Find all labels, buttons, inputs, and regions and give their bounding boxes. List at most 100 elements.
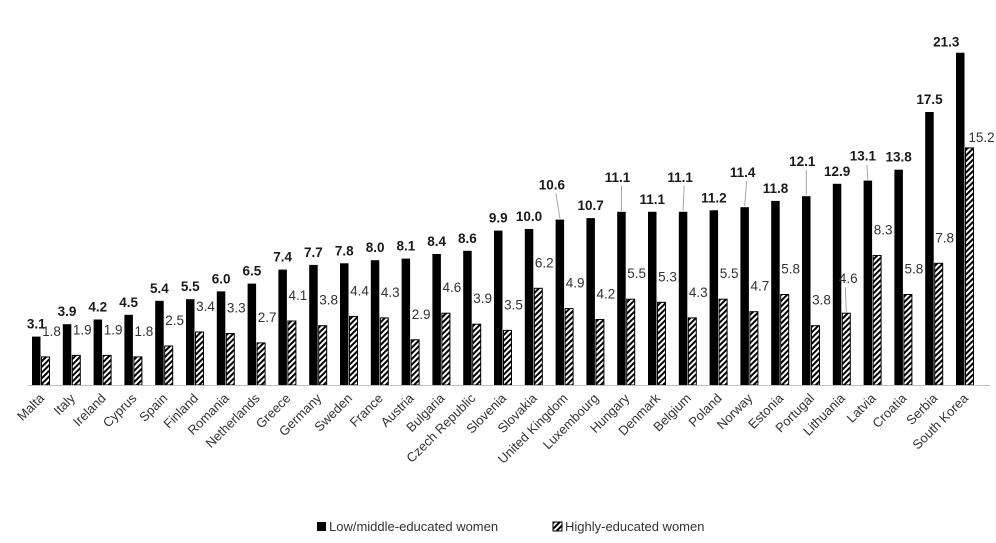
bar-high-greece: [287, 320, 297, 386]
value-label-high: 5.8: [905, 262, 924, 277]
bar-high-germany: [318, 325, 328, 386]
bar-low-italy: [62, 324, 72, 385]
bar-high-slovakia: [533, 287, 543, 386]
value-label-low: 11.1: [640, 192, 666, 207]
leader-line: [844, 287, 847, 313]
bar-low-estonia: [771, 200, 780, 385]
value-label-low: 12.9: [824, 164, 850, 179]
value-label-low: 5.5: [181, 279, 200, 294]
bar-high-norway: [749, 311, 759, 386]
value-label-high: 3.3: [227, 301, 246, 316]
value-label-high: 5.5: [627, 266, 646, 281]
bar-high-croatia: [903, 294, 913, 386]
value-label-high: 1.9: [104, 322, 123, 337]
value-label-high: 4.7: [751, 279, 770, 294]
value-label-high: 4.3: [689, 285, 708, 300]
value-label-high: 3.8: [812, 293, 831, 308]
category-label: Croatia: [869, 390, 910, 431]
value-label-low: 8.1: [397, 239, 416, 254]
bar-low-germany: [309, 264, 318, 385]
bar-low-france: [370, 260, 380, 385]
value-label-high: 4.6: [443, 280, 462, 295]
bar-low-latvia: [863, 180, 873, 385]
bar-low-slovakia: [524, 229, 534, 385]
leader-line: [555, 193, 561, 219]
value-label-low: 11.8: [763, 181, 789, 196]
value-label-high: 2.7: [258, 310, 277, 325]
value-label-high: 7.8: [935, 230, 954, 245]
bar-high-united-kingdom: [564, 308, 574, 386]
bar-low-greece: [278, 269, 287, 385]
value-label-high: 3.5: [504, 297, 523, 312]
bar-high-netherlands: [256, 342, 266, 386]
leader-line: [744, 181, 748, 207]
value-label-high: 5.5: [720, 266, 739, 281]
bar-high-belgium: [687, 317, 697, 386]
value-labels-layer: 3.11.83.91.94.21.94.51.85.42.55.53.46.03…: [27, 35, 995, 339]
bar-high-lithuania: [841, 312, 851, 386]
value-label-low: 8.6: [458, 231, 477, 246]
bar-high-romania: [225, 333, 235, 386]
bar-low-luxembourg: [586, 218, 595, 385]
bar-high-france: [379, 317, 389, 386]
value-label-low: 7.7: [304, 245, 323, 260]
bar-low-belgium: [678, 211, 688, 385]
value-label-high: 4.9: [566, 276, 585, 291]
value-label-low: 10.6: [539, 178, 566, 193]
value-label-high: 3.4: [196, 299, 215, 314]
bar-low-slovenia: [494, 230, 503, 385]
bars-layer: [32, 52, 974, 386]
bar-high-hungary: [626, 298, 636, 386]
value-label-high: 5.3: [658, 269, 677, 284]
bar-high-south-korea: [965, 147, 974, 386]
bar-high-cyprus: [133, 356, 143, 386]
bar-low-cyprus: [124, 314, 133, 385]
value-label-low: 11.4: [730, 165, 756, 180]
value-label-low: 6.0: [212, 271, 231, 286]
bar-high-bulgaria: [441, 312, 451, 386]
leader-line: [866, 164, 869, 180]
value-label-low: 7.8: [335, 243, 354, 258]
value-label-high: 5.8: [781, 262, 800, 277]
legend: Low/middle-educated women Highly-educate…: [317, 519, 704, 534]
bar-high-czech-republic: [472, 323, 482, 386]
bar-high-portugal: [811, 325, 820, 386]
bar-high-slovenia: [503, 329, 512, 386]
bar-low-hungary: [617, 211, 626, 385]
value-label-high: 4.2: [597, 287, 616, 302]
value-label-high: 1.9: [73, 322, 92, 337]
value-label-high: 3.9: [473, 291, 492, 306]
category-label: France: [347, 391, 386, 430]
value-label-low: 13.8: [885, 150, 912, 165]
bar-low-portugal: [802, 196, 811, 385]
bar-low-serbia: [925, 112, 934, 385]
bar-high-denmark: [657, 301, 666, 386]
bar-high-finland: [195, 331, 204, 386]
value-label-high: 4.3: [381, 285, 400, 300]
bar-low-austria: [401, 258, 411, 385]
category-label: Malta: [14, 390, 48, 424]
value-label-high: 4.1: [289, 288, 308, 303]
bar-high-ireland: [102, 354, 112, 386]
value-label-low: 11.2: [701, 190, 727, 205]
value-label-low: 4.5: [119, 295, 138, 310]
bar-low-netherlands: [247, 283, 257, 385]
bar-low-spain: [155, 300, 164, 385]
bar-low-denmark: [648, 211, 657, 385]
bar-high-austria: [410, 339, 420, 386]
category-labels-layer: Malta ItalyIrelandCyprusSpainFinlandRoman…: [14, 390, 972, 467]
bar-high-italy: [71, 354, 81, 386]
value-label-low: 13.1: [850, 149, 877, 164]
bar-low-south-korea: [956, 52, 965, 385]
value-label-low: 10.7: [577, 198, 603, 213]
value-label-low: 11.1: [667, 170, 693, 185]
value-label-low: 7.4: [273, 250, 292, 265]
value-label-low: 8.4: [427, 234, 446, 249]
value-label-high: 1.8: [42, 324, 61, 339]
bar-low-poland: [709, 210, 719, 385]
value-label-high: 2.5: [165, 313, 184, 328]
bar-high-sweden: [349, 315, 358, 386]
value-label-low: 11.1: [605, 170, 631, 185]
bar-low-norway: [740, 207, 749, 385]
